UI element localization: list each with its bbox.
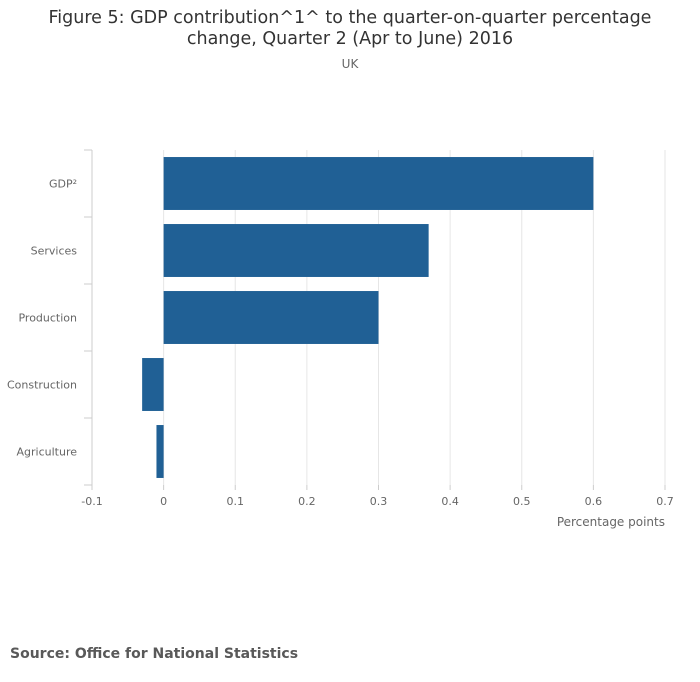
chart-title-line-1: Figure 5: GDP contribution^1^ to the qua… xyxy=(48,8,652,28)
x-tick-label-1: 0 xyxy=(160,495,167,508)
x-tick-label-6: 0.5 xyxy=(513,495,531,508)
source-note: Source: Office for National Statistics xyxy=(10,646,299,662)
bar-4[interactable] xyxy=(156,425,164,478)
bar-2[interactable] xyxy=(163,291,379,344)
bar-3[interactable] xyxy=(142,358,164,411)
category-label-0: GDP² xyxy=(49,178,77,191)
x-axis-title: Percentage points xyxy=(557,515,665,529)
bar-0[interactable] xyxy=(163,157,594,210)
x-tick-label-8: 0.7 xyxy=(656,495,674,508)
x-tick-label-7: 0.6 xyxy=(585,495,603,508)
x-tick-label-4: 0.3 xyxy=(370,495,388,508)
x-tick-label-0: -0.1 xyxy=(81,495,102,508)
chart-title-line-2: change, Quarter 2 (Apr to June) 2016 xyxy=(186,29,514,49)
bar-1[interactable] xyxy=(163,224,429,277)
x-tick-label-2: 0.1 xyxy=(227,495,245,508)
category-label-2: Production xyxy=(18,312,77,325)
x-tick-label-5: 0.4 xyxy=(441,495,459,508)
chart-title: Figure 5: GDP contribution^1^ to the qua… xyxy=(0,8,700,50)
category-label-3: Construction xyxy=(7,379,77,392)
category-label-4: Agriculture xyxy=(17,446,78,459)
category-label-1: Services xyxy=(31,245,78,258)
x-tick-label-3: 0.2 xyxy=(298,495,316,508)
chart-subtitle: UK xyxy=(341,57,359,71)
